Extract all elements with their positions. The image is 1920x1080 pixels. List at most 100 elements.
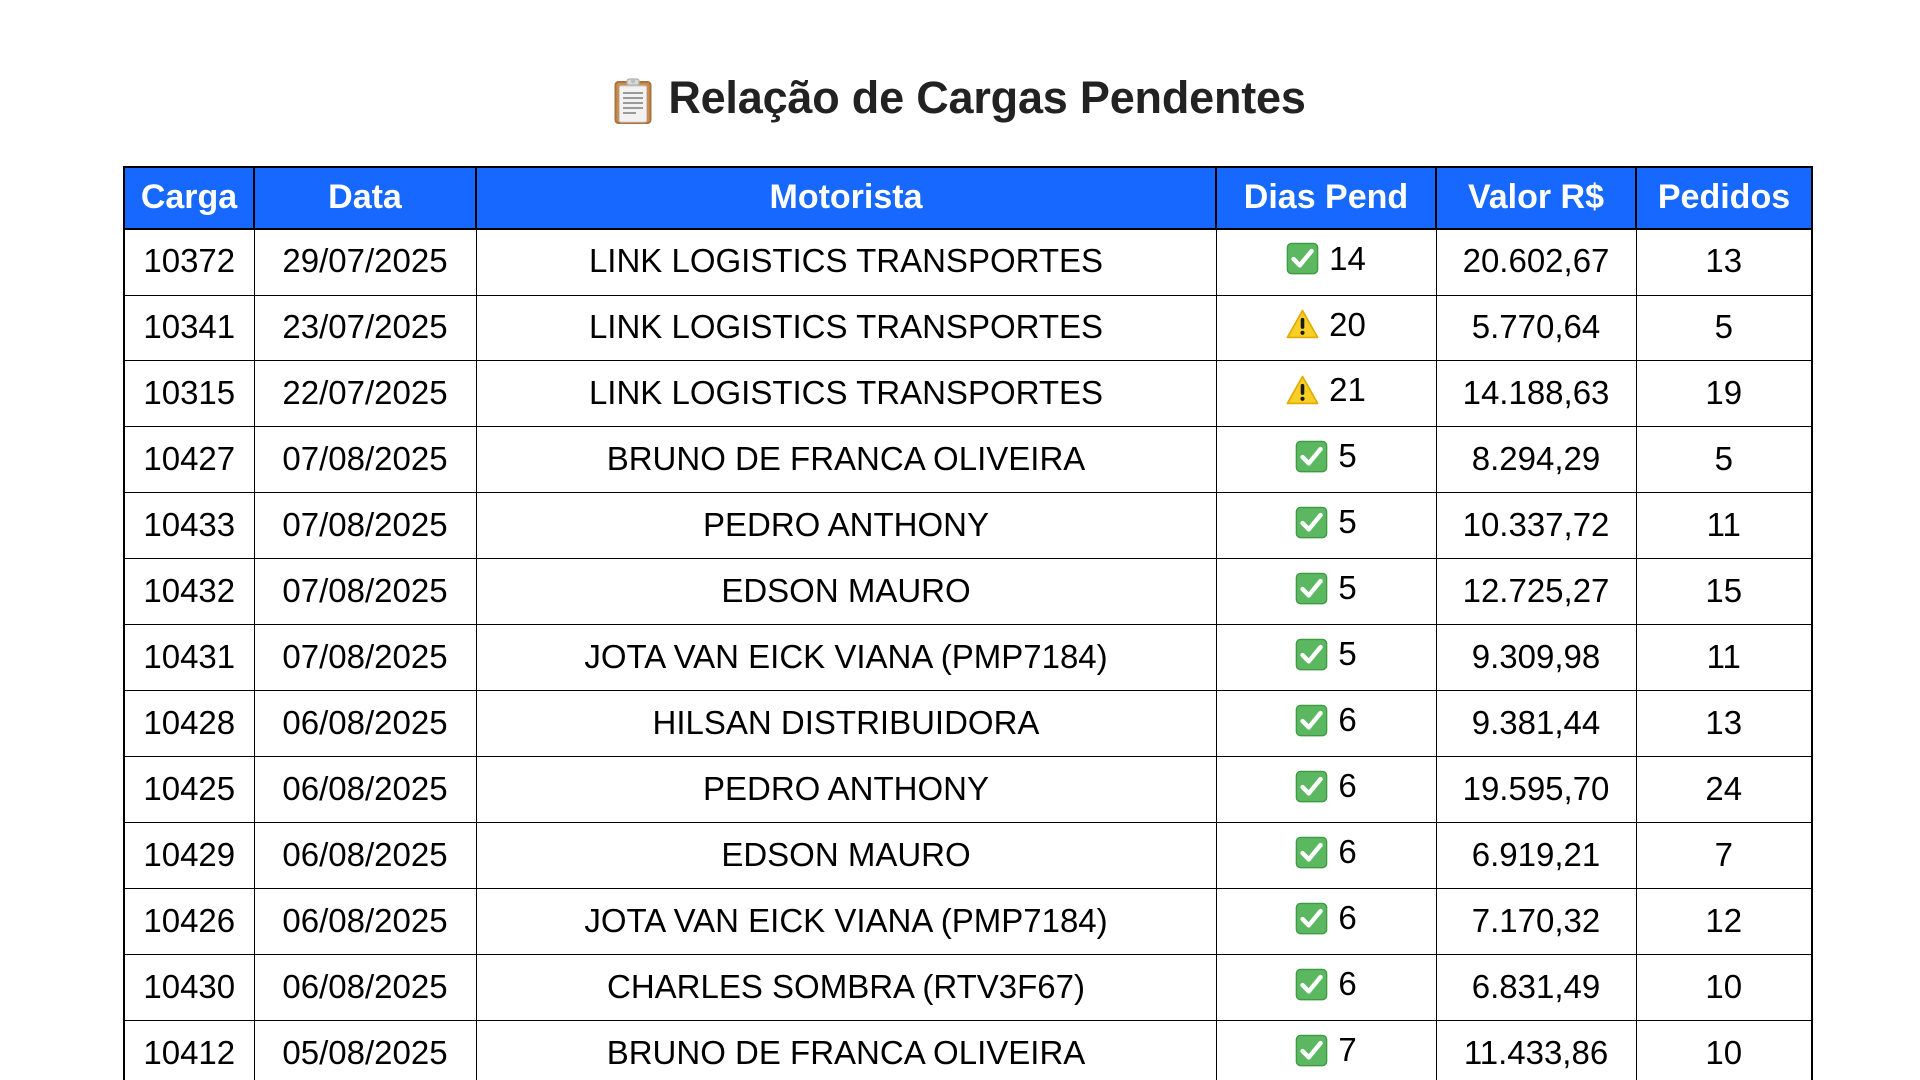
column-header-pedidos[interactable]: Pedidos: [1635, 165, 1813, 230]
table-row[interactable]: 10431 07/08/2025 JOTA VAN EICK VIANA (PMP7…: [123, 624, 1813, 692]
cell-motorista: EDSON MAURO: [475, 822, 1217, 889]
cell-motorista: BRUNO DE FRANCA OLIVEIRA: [475, 1019, 1217, 1080]
check-icon: [1295, 704, 1328, 737]
column-header-dias-pend[interactable]: Dias Pend: [1215, 165, 1437, 230]
cell-dias-pend: 5: [1215, 492, 1437, 560]
cell-data: 23/07/2025: [253, 294, 477, 362]
column-header-data[interactable]: Data: [253, 165, 477, 230]
table-row[interactable]: 10315 22/07/2025 LINK LOGISTICS TRANSPORTE…: [123, 360, 1813, 428]
cell-carga: 10433: [123, 492, 255, 560]
check-icon: [1295, 836, 1328, 869]
cell-data: 06/08/2025: [253, 822, 477, 889]
check-icon: [1295, 440, 1328, 473]
cell-dias-pend: 5: [1215, 558, 1437, 626]
cell-dias-pend: 6: [1215, 822, 1437, 889]
cell-data: 06/08/2025: [253, 690, 477, 758]
dias-pend-value: 21: [1329, 371, 1366, 409]
cell-data: 07/08/2025: [253, 492, 477, 560]
table-row[interactable]: 10429 06/08/2025 EDSON MAURO 6 6.919,21 7: [123, 822, 1813, 889]
table-row[interactable]: 10426 06/08/2025 JOTA VAN EICK VIANA (PMP7…: [123, 887, 1813, 955]
cell-pedidos: 10: [1635, 953, 1813, 1021]
table-container: Carga Data Motorista Dias Pend Valor R$ …: [0, 165, 1920, 1080]
dias-pend-value: 7: [1338, 1030, 1357, 1068]
cell-motorista: EDSON MAURO: [475, 558, 1217, 626]
column-header-motorista[interactable]: Motorista: [475, 165, 1217, 230]
cell-valor: 19.595,70: [1435, 756, 1637, 824]
cell-dias-pend: 6: [1215, 690, 1437, 758]
column-header-valor[interactable]: Valor R$: [1435, 165, 1637, 230]
column-header-carga[interactable]: Carga: [123, 165, 255, 230]
cell-valor: 5.770,64: [1435, 294, 1637, 362]
cell-data: 06/08/2025: [253, 756, 477, 824]
cell-motorista: HILSAN DISTRIBUIDORA: [475, 690, 1217, 758]
cell-data: 07/08/2025: [253, 426, 477, 494]
cell-dias-pend: 5: [1215, 624, 1437, 692]
cell-pedidos: 10: [1635, 1019, 1813, 1080]
cell-carga: 10372: [123, 228, 255, 296]
cell-motorista: BRUNO DE FRANCA OLIVEIRA: [475, 426, 1217, 494]
cell-motorista: PEDRO ANTHONY: [475, 492, 1217, 560]
cell-carga: 10430: [123, 953, 255, 1021]
cell-valor: 9.309,98: [1435, 624, 1637, 692]
cell-motorista: JOTA VAN EICK VIANA (PMP7184): [475, 624, 1217, 692]
cell-dias-pend: 7: [1215, 1019, 1437, 1080]
table-header-row: Carga Data Motorista Dias Pend Valor R$ …: [123, 165, 1813, 230]
cargas-table: Carga Data Motorista Dias Pend Valor R$ …: [123, 165, 1813, 1080]
cell-pedidos: 12: [1635, 887, 1813, 955]
dias-pend-value: 5: [1338, 635, 1357, 673]
cell-valor: 8.294,29: [1435, 426, 1637, 494]
cell-pedidos: 11: [1635, 492, 1813, 560]
cell-pedidos: 5: [1635, 294, 1813, 362]
table-row[interactable]: 10427 07/08/2025 BRUNO DE FRANCA OLIVEIRA 5…: [123, 426, 1813, 494]
cell-valor: 10.337,72: [1435, 492, 1637, 560]
cell-motorista: LINK LOGISTICS TRANSPORTES: [475, 360, 1217, 428]
table-row[interactable]: 10341 23/07/2025 LINK LOGISTICS TRANSPORTE…: [123, 294, 1813, 362]
clipboard-icon: [614, 78, 652, 125]
table-row[interactable]: 10425 06/08/2025 PEDRO ANTHONY 6 19.595,70 24: [123, 756, 1813, 824]
cell-valor: 20.602,67: [1435, 228, 1637, 296]
cell-pedidos: 5: [1635, 426, 1813, 494]
cell-carga: 10427: [123, 426, 255, 494]
dias-pend-value: 6: [1338, 964, 1357, 1002]
cell-motorista: LINK LOGISTICS TRANSPORTES: [475, 294, 1217, 362]
cell-data: 05/08/2025: [253, 1019, 477, 1080]
table-row[interactable]: 10428 06/08/2025 HILSAN DISTRIBUIDORA 6 9.38…: [123, 690, 1813, 758]
check-icon: [1295, 506, 1328, 539]
table-row[interactable]: 10432 07/08/2025 EDSON MAURO 5 12.725,27 15: [123, 558, 1813, 626]
dias-pend-value: 6: [1338, 701, 1357, 739]
dias-pend-value: 20: [1329, 305, 1366, 343]
cell-carga: 10426: [123, 887, 255, 955]
dias-pend-value: 6: [1338, 767, 1357, 805]
cell-motorista: LINK LOGISTICS TRANSPORTES: [475, 228, 1217, 296]
table-row[interactable]: 10430 06/08/2025 CHARLES SOMBRA (RTV3F67) 6…: [123, 953, 1813, 1021]
check-icon: [1295, 572, 1328, 605]
cell-carga: 10432: [123, 558, 255, 626]
dias-pend-value: 5: [1338, 569, 1357, 607]
cell-data: 22/07/2025: [253, 360, 477, 428]
warning-icon: [1286, 374, 1319, 407]
cell-valor: 11.433,86: [1435, 1019, 1637, 1080]
cell-data: 07/08/2025: [253, 558, 477, 626]
table-row[interactable]: 10372 29/07/2025 LINK LOGISTICS TRANSPORTE…: [123, 228, 1813, 296]
cell-dias-pend: 14: [1215, 228, 1437, 296]
check-icon: [1295, 968, 1328, 1001]
cell-pedidos: 11: [1635, 624, 1813, 692]
check-icon: [1295, 902, 1328, 935]
cell-motorista: PEDRO ANTHONY: [475, 756, 1217, 824]
dias-pend-value: 6: [1338, 833, 1357, 871]
table-row[interactable]: 10412 05/08/2025 BRUNO DE FRANCA OLIVEIRA 7…: [123, 1019, 1813, 1080]
table-header: Carga Data Motorista Dias Pend Valor R$ …: [123, 165, 1813, 230]
cell-valor: 6.919,21: [1435, 822, 1637, 889]
cell-valor: 9.381,44: [1435, 690, 1637, 758]
cell-data: 29/07/2025: [253, 228, 477, 296]
cell-dias-pend: 20: [1215, 294, 1437, 362]
dias-pend-value: 14: [1329, 239, 1366, 277]
dias-pend-value: 5: [1338, 437, 1357, 475]
cell-pedidos: 15: [1635, 558, 1813, 626]
cell-carga: 10429: [123, 822, 255, 889]
table-row[interactable]: 10433 07/08/2025 PEDRO ANTHONY 5 10.337,72 11: [123, 492, 1813, 560]
cell-valor: 14.188,63: [1435, 360, 1637, 428]
cell-valor: 6.831,49: [1435, 953, 1637, 1021]
table-body: 10372 29/07/2025 LINK LOGISTICS TRANSPORTE…: [123, 228, 1813, 1080]
check-icon: [1286, 242, 1319, 275]
